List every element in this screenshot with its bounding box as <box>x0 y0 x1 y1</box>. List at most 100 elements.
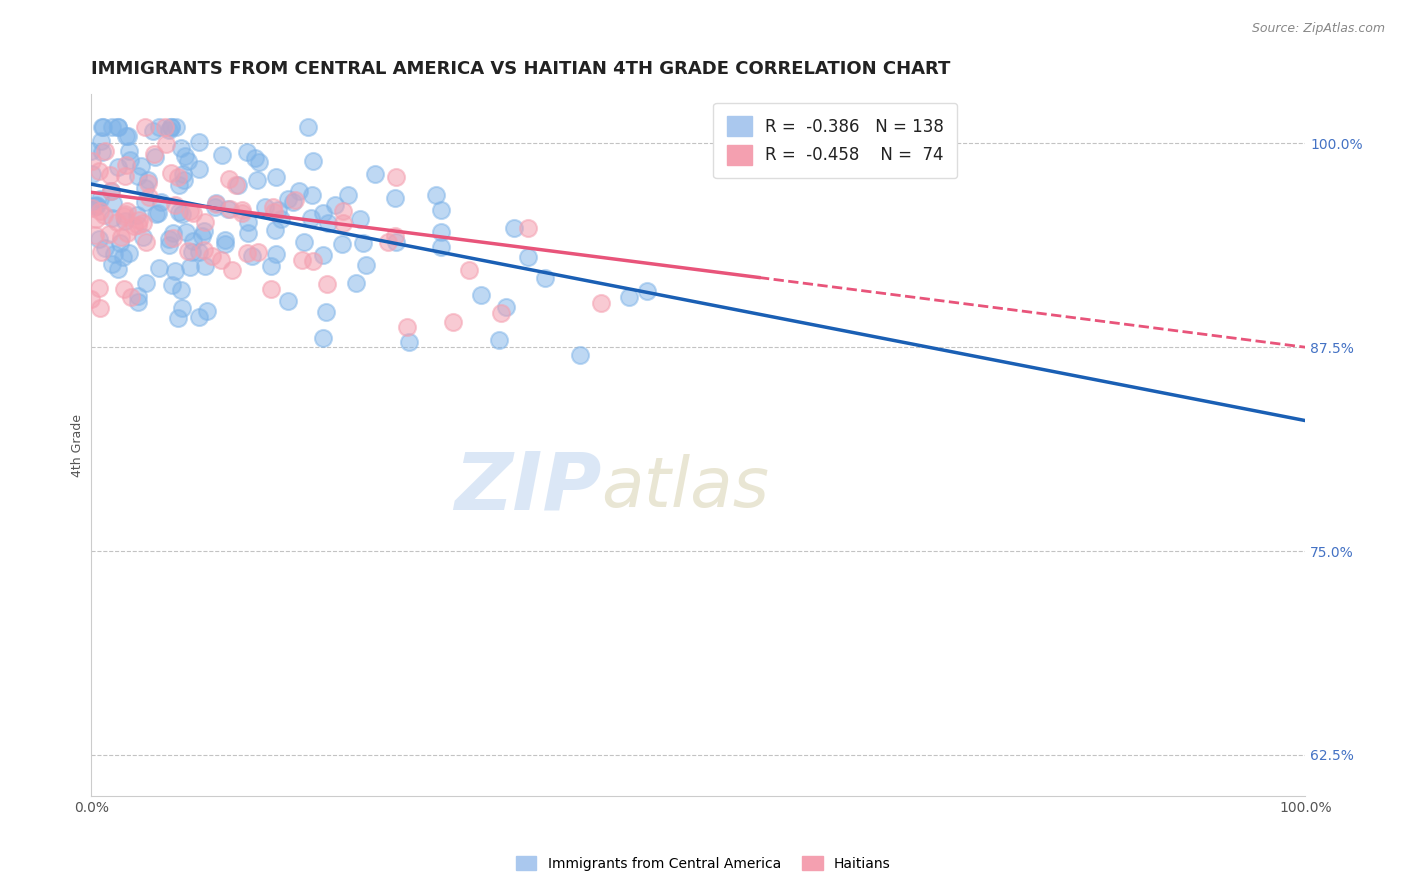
Point <box>384 191 406 205</box>
Point <box>89 164 111 178</box>
Point <box>470 288 492 302</box>
Point <box>291 253 314 268</box>
Point <box>188 310 211 324</box>
Point <box>82 167 104 181</box>
Point <box>107 120 129 134</box>
Point <box>112 250 135 264</box>
Point <box>332 216 354 230</box>
Point <box>277 192 299 206</box>
Point <box>105 215 128 229</box>
Point <box>312 206 335 220</box>
Point <box>165 198 187 212</box>
Text: IMMIGRANTS FROM CENTRAL AMERICA VS HAITIAN 4TH GRADE CORRELATION CHART: IMMIGRANTS FROM CENTRAL AMERICA VS HAITI… <box>91 60 950 78</box>
Point <box>148 120 170 134</box>
Point <box>114 214 136 228</box>
Point <box>128 213 150 227</box>
Point <box>150 195 173 210</box>
Point <box>283 195 305 210</box>
Point <box>312 248 335 262</box>
Point <box>214 236 236 251</box>
Point <box>226 178 249 193</box>
Point <box>90 145 112 160</box>
Point <box>82 201 104 215</box>
Point <box>246 173 269 187</box>
Point <box>170 301 193 315</box>
Point <box>110 230 132 244</box>
Point <box>240 249 263 263</box>
Point <box>568 348 591 362</box>
Point <box>243 151 266 165</box>
Point <box>127 218 149 232</box>
Point <box>138 189 160 203</box>
Point <box>194 259 217 273</box>
Point <box>297 120 319 134</box>
Point <box>83 198 105 212</box>
Point <box>170 207 193 221</box>
Point <box>167 178 190 192</box>
Text: Source: ZipAtlas.com: Source: ZipAtlas.com <box>1251 22 1385 36</box>
Point <box>236 226 259 240</box>
Point <box>114 169 136 183</box>
Point <box>429 240 451 254</box>
Point <box>344 276 367 290</box>
Point <box>155 137 177 152</box>
Point <box>89 232 111 246</box>
Point <box>125 208 148 222</box>
Point <box>489 306 512 320</box>
Point <box>302 253 325 268</box>
Point <box>430 225 453 239</box>
Point <box>354 258 377 272</box>
Point <box>160 278 183 293</box>
Point <box>396 319 419 334</box>
Point <box>193 223 215 237</box>
Point <box>84 227 107 242</box>
Point <box>143 150 166 164</box>
Point <box>174 149 197 163</box>
Point <box>201 248 224 262</box>
Text: ZIP: ZIP <box>454 448 602 526</box>
Point <box>299 211 322 226</box>
Point <box>533 270 555 285</box>
Point <box>441 315 464 329</box>
Point <box>159 166 181 180</box>
Point <box>101 211 124 225</box>
Text: atlas: atlas <box>602 454 769 521</box>
Point <box>107 120 129 135</box>
Point <box>183 206 205 220</box>
Point <box>377 235 399 249</box>
Point <box>115 128 138 143</box>
Point <box>384 228 406 243</box>
Point <box>179 204 201 219</box>
Point <box>84 198 107 212</box>
Point <box>264 223 287 237</box>
Point <box>352 236 374 251</box>
Point <box>157 232 180 246</box>
Point <box>218 202 240 216</box>
Point <box>89 192 111 206</box>
Point <box>503 221 526 235</box>
Point <box>301 187 323 202</box>
Point <box>177 154 200 169</box>
Point <box>166 169 188 184</box>
Point <box>337 188 360 202</box>
Point <box>236 145 259 160</box>
Point <box>145 207 167 221</box>
Point <box>87 281 110 295</box>
Point <box>488 333 510 347</box>
Point <box>179 260 201 275</box>
Point <box>214 233 236 247</box>
Point <box>174 225 197 239</box>
Point <box>260 259 283 273</box>
Point <box>162 231 184 245</box>
Point <box>114 158 136 172</box>
Point <box>517 220 540 235</box>
Point <box>107 160 129 174</box>
Point <box>235 246 257 260</box>
Point <box>231 206 253 220</box>
Point <box>134 120 156 134</box>
Point <box>86 199 108 213</box>
Y-axis label: 4th Grade: 4th Grade <box>72 414 84 476</box>
Point <box>211 147 233 161</box>
Point <box>247 155 270 169</box>
Point <box>135 235 157 250</box>
